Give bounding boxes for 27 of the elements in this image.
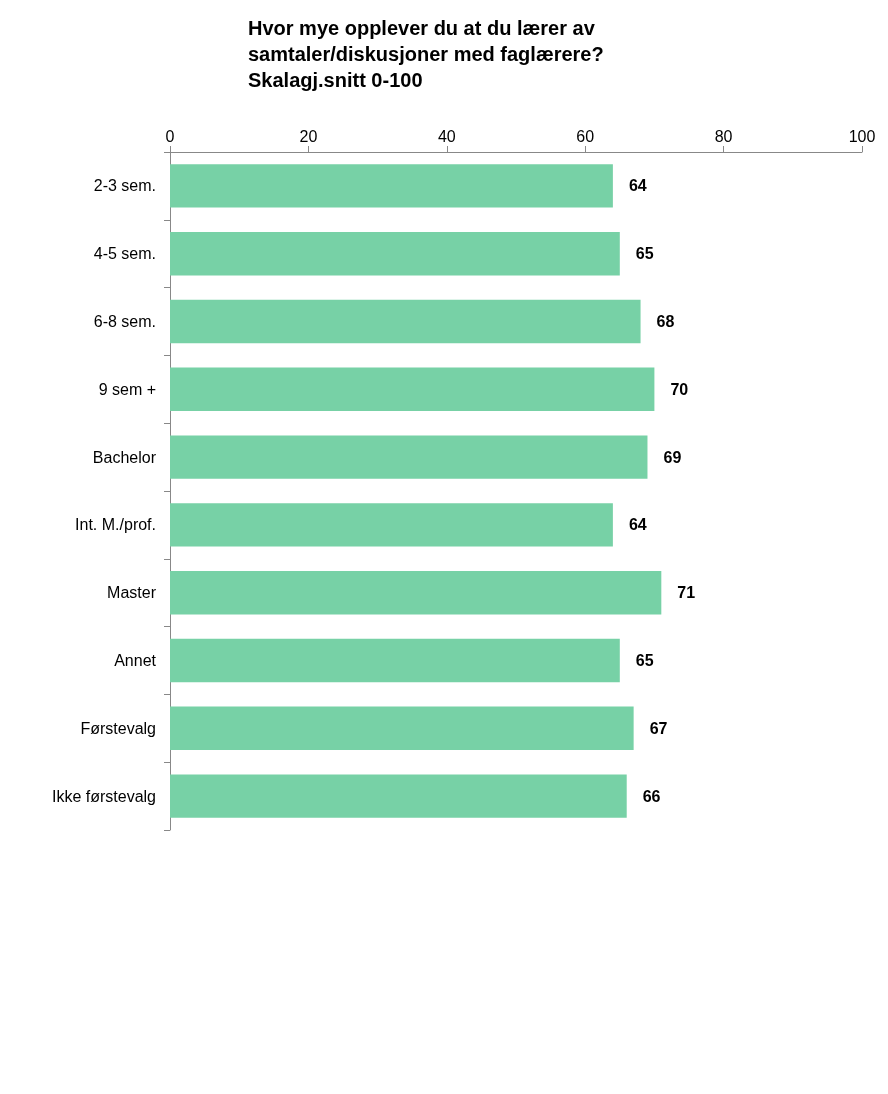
data-label: 65 (635, 652, 654, 669)
data-label: 64 (628, 516, 647, 534)
y-tick-label: 6-8 sem. (93, 313, 156, 330)
y-tick-label: Master (107, 584, 157, 602)
x-tick-label: 20 (299, 127, 318, 145)
x-tick-label: 80 (714, 127, 733, 145)
data-label: 67 (649, 719, 668, 737)
y-tick-label: Ikke førstevalg (51, 787, 156, 805)
data-label: 68 (656, 313, 675, 330)
x-tick-label: 60 (576, 127, 595, 145)
y-tick-label: Annet (114, 652, 157, 669)
data-label: 65 (635, 245, 654, 263)
x-tick-label: 40 (437, 127, 456, 145)
y-tick-label: Bachelor (92, 448, 157, 466)
y-tick-label: Int. M./prof. (75, 516, 156, 534)
chart-title: Hvor mye opplever du at du lærer av samtaler/diskusjoner med faglærere? Skalagj.snitt 0-100 (248, 17, 604, 91)
data-label: 70 (670, 380, 689, 398)
x-tick-label: 0 (165, 127, 175, 145)
x-tick-label: 100 (848, 127, 876, 145)
data-label: 66 (642, 787, 661, 805)
y-tick-label: Førstevalg (80, 719, 156, 737)
data-label: 64 (628, 177, 647, 195)
y-tick-label: 4-5 sem. (93, 245, 156, 263)
y-tick-label: 2-3 sem. (93, 177, 156, 195)
data-label: 71 (677, 584, 696, 602)
data-label: 69 (663, 448, 682, 466)
y-tick-label: 9 sem + (98, 380, 156, 398)
